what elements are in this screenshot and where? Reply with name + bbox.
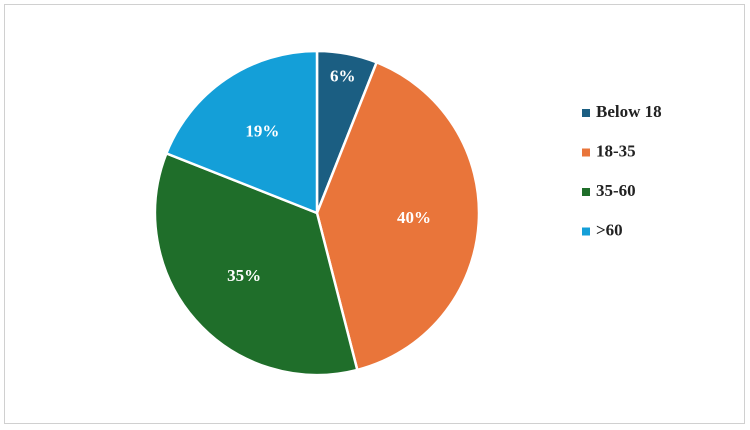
pie-slice (153, 151, 359, 377)
legend-swatch (582, 227, 590, 236)
legend-swatch (582, 109, 590, 117)
data-label: 6% (330, 67, 356, 86)
legend-label: Below 18 (596, 102, 662, 121)
data-label: 35% (227, 266, 261, 285)
data-label: 19% (245, 122, 279, 141)
legend-label: 18-35 (596, 141, 636, 160)
data-label: 40% (397, 208, 431, 227)
legend-swatch (582, 188, 590, 196)
legend-swatch (582, 148, 590, 157)
legend-label: 35-60 (596, 181, 636, 200)
pie-slice (164, 49, 319, 215)
legend-label: >60 (596, 220, 623, 239)
pie-slice (315, 60, 481, 372)
